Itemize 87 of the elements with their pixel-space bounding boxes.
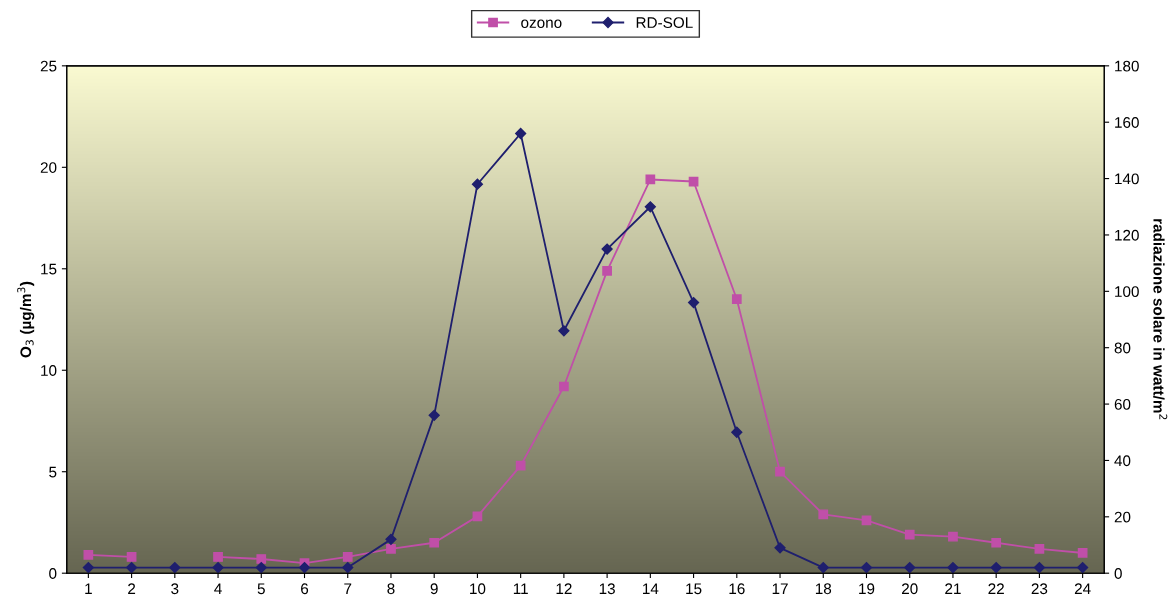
x-tick-label: 10 <box>470 583 486 595</box>
point <box>471 178 484 190</box>
legend-label: ozono <box>521 19 562 28</box>
point <box>342 561 354 574</box>
x-tick-label: 19 <box>859 583 875 595</box>
x-tick-label: 15 <box>686 583 702 595</box>
point <box>774 542 786 554</box>
point <box>169 561 181 574</box>
y-tick-label: 5 <box>49 466 57 478</box>
point <box>991 537 1002 548</box>
x-tick-label: 6 <box>301 583 309 595</box>
y2-tick-label: 100 <box>1115 286 1139 298</box>
legend-label: RD-SOL <box>636 17 693 28</box>
point <box>1034 543 1045 554</box>
x-tick-label: 9 <box>430 583 438 595</box>
x-tick-label: 24 <box>1074 583 1091 594</box>
point <box>731 294 742 305</box>
point <box>256 554 267 564</box>
y2-tick-label: 40 <box>1114 455 1131 467</box>
point <box>1077 548 1088 558</box>
x-tick-label: 17 <box>772 583 788 594</box>
point <box>82 561 94 574</box>
y2-tick-label: 120 <box>1115 229 1139 241</box>
point <box>515 127 527 140</box>
x-tick-label: 23 <box>1031 583 1048 595</box>
point <box>126 552 137 562</box>
y-tick-label: 15 <box>41 263 57 275</box>
x-tick-label: 5 <box>257 583 265 595</box>
y2-tick-label: 180 <box>1115 60 1139 72</box>
point <box>645 174 656 185</box>
point <box>947 561 959 574</box>
x-tick-label: 12 <box>556 583 572 594</box>
point <box>213 552 223 562</box>
y2-tick-label: 160 <box>1115 117 1139 128</box>
x-tick-label: 20 <box>901 583 918 595</box>
point <box>1077 561 1089 574</box>
x-tick-label: 1 <box>85 583 92 594</box>
point <box>559 381 569 392</box>
x-tick-label: 2 <box>128 583 136 594</box>
point <box>515 460 526 471</box>
point <box>429 537 440 548</box>
point <box>1033 561 1046 574</box>
point <box>948 531 958 542</box>
point <box>125 561 138 574</box>
point <box>386 543 396 554</box>
point <box>212 561 224 574</box>
x-tick-label: 14 <box>643 583 659 594</box>
y-tick-label: 10 <box>41 365 57 376</box>
point <box>255 561 267 574</box>
y-tick-label: 20 <box>40 162 57 173</box>
y2-tick-label: 0 <box>1114 568 1122 579</box>
point <box>385 533 397 545</box>
point <box>428 409 440 421</box>
y-axis-title: O$_{3}$ (µg/m$^{3}$) <box>17 281 35 358</box>
point <box>990 561 1002 574</box>
point <box>687 296 700 309</box>
x-tick-label: 13 <box>599 583 615 595</box>
point <box>904 529 915 540</box>
x-tick-label: 18 <box>815 583 832 595</box>
x-tick-label: 4 <box>214 583 222 594</box>
point <box>818 509 829 520</box>
point <box>558 325 570 337</box>
y2-tick-label: 80 <box>1114 342 1131 354</box>
x-tick-label: 22 <box>988 583 1004 594</box>
x-tick-label: 21 <box>945 583 961 594</box>
y-tick-label: 25 <box>40 60 57 72</box>
point <box>601 243 613 255</box>
y2-tick-label: 140 <box>1115 173 1139 185</box>
point <box>817 561 829 574</box>
point <box>298 561 311 574</box>
x-tick-label: 11 <box>513 583 528 594</box>
y-tick-label: 0 <box>49 568 57 579</box>
x-tick-label: 16 <box>729 583 745 595</box>
point <box>342 552 353 562</box>
point <box>644 201 656 213</box>
x-tick-label: 8 <box>387 583 395 595</box>
point <box>602 265 612 276</box>
point <box>860 561 873 574</box>
point <box>83 550 94 560</box>
y2-tick-label: 60 <box>1114 398 1131 410</box>
point <box>731 426 743 438</box>
x-tick-label: 3 <box>171 583 179 595</box>
y2-tick-label: 20 <box>1114 511 1131 523</box>
y2-axis-title: radiazione solare in watt/m$^{2}$ <box>1153 219 1168 420</box>
point <box>904 561 916 574</box>
x-tick-label: 7 <box>344 583 352 594</box>
point <box>775 466 785 477</box>
